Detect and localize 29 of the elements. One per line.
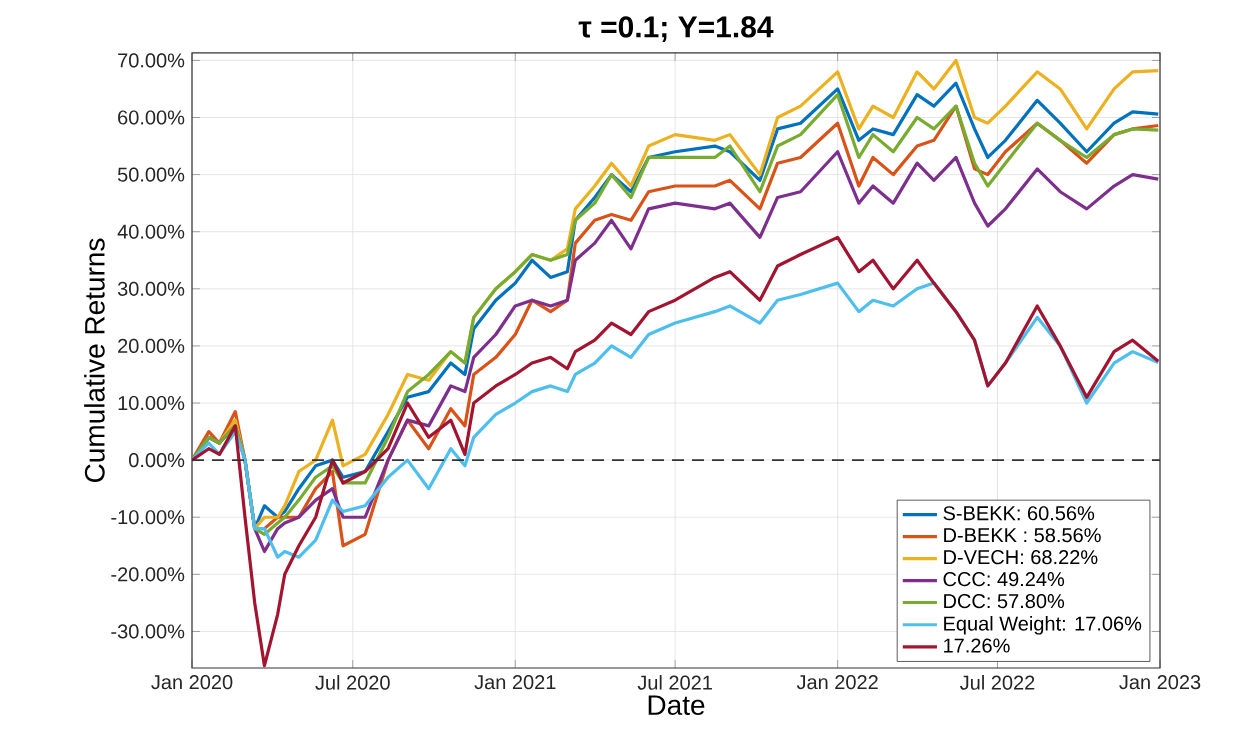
y-tick-label: 10.00%: [118, 395, 185, 411]
x-tick-label: Jan 2021: [474, 675, 556, 690]
line-series: [192, 235, 1160, 668]
legend-label: 17.26%: [944, 638, 1010, 653]
x-tick-label: Jul 2022: [960, 675, 1035, 690]
legend-label: Equal Weight: 17.06%: [944, 615, 1142, 635]
legend-label: D-VECH: 68.22%: [944, 550, 1098, 565]
legend-label: DCC: 57.80%: [944, 594, 1065, 609]
x-tick-label: Jan 2023: [1119, 675, 1201, 690]
legend-label: D-BEKK : 58.56%: [944, 528, 1101, 543]
chart-title: τ =0.1; Υ=1.84: [578, 16, 774, 42]
y-tick-label: 40.00%: [117, 224, 185, 239]
y-axis-title: Cumulative Returns: [84, 238, 105, 482]
y-tick-label: 60.00%: [118, 110, 185, 125]
y-tick-label: 70.00%: [118, 53, 185, 68]
legend-label: CCC: 49.24%: [943, 572, 1065, 587]
x-tick-label: Jul 2021: [637, 675, 712, 690]
x-tick-label: Jan 2020: [151, 675, 233, 690]
y-tick-label: 0.00%: [129, 453, 185, 468]
y-tick-label: 50.00%: [117, 167, 185, 182]
y-tick-label: -20.00%: [111, 567, 185, 582]
y-tick-label: 30.00%: [117, 281, 185, 296]
x-axis-title: Date: [648, 695, 705, 716]
y-tick-label: -10.00%: [111, 510, 185, 525]
x-tick-label: Jan 2022: [796, 675, 878, 690]
legend-label: S-BEKK: 60.56%: [943, 506, 1095, 521]
y-tick-label: 20.00%: [118, 338, 185, 353]
x-tick-label: Jul 2020: [315, 675, 390, 690]
y-tick-label: -30.00%: [111, 624, 185, 639]
